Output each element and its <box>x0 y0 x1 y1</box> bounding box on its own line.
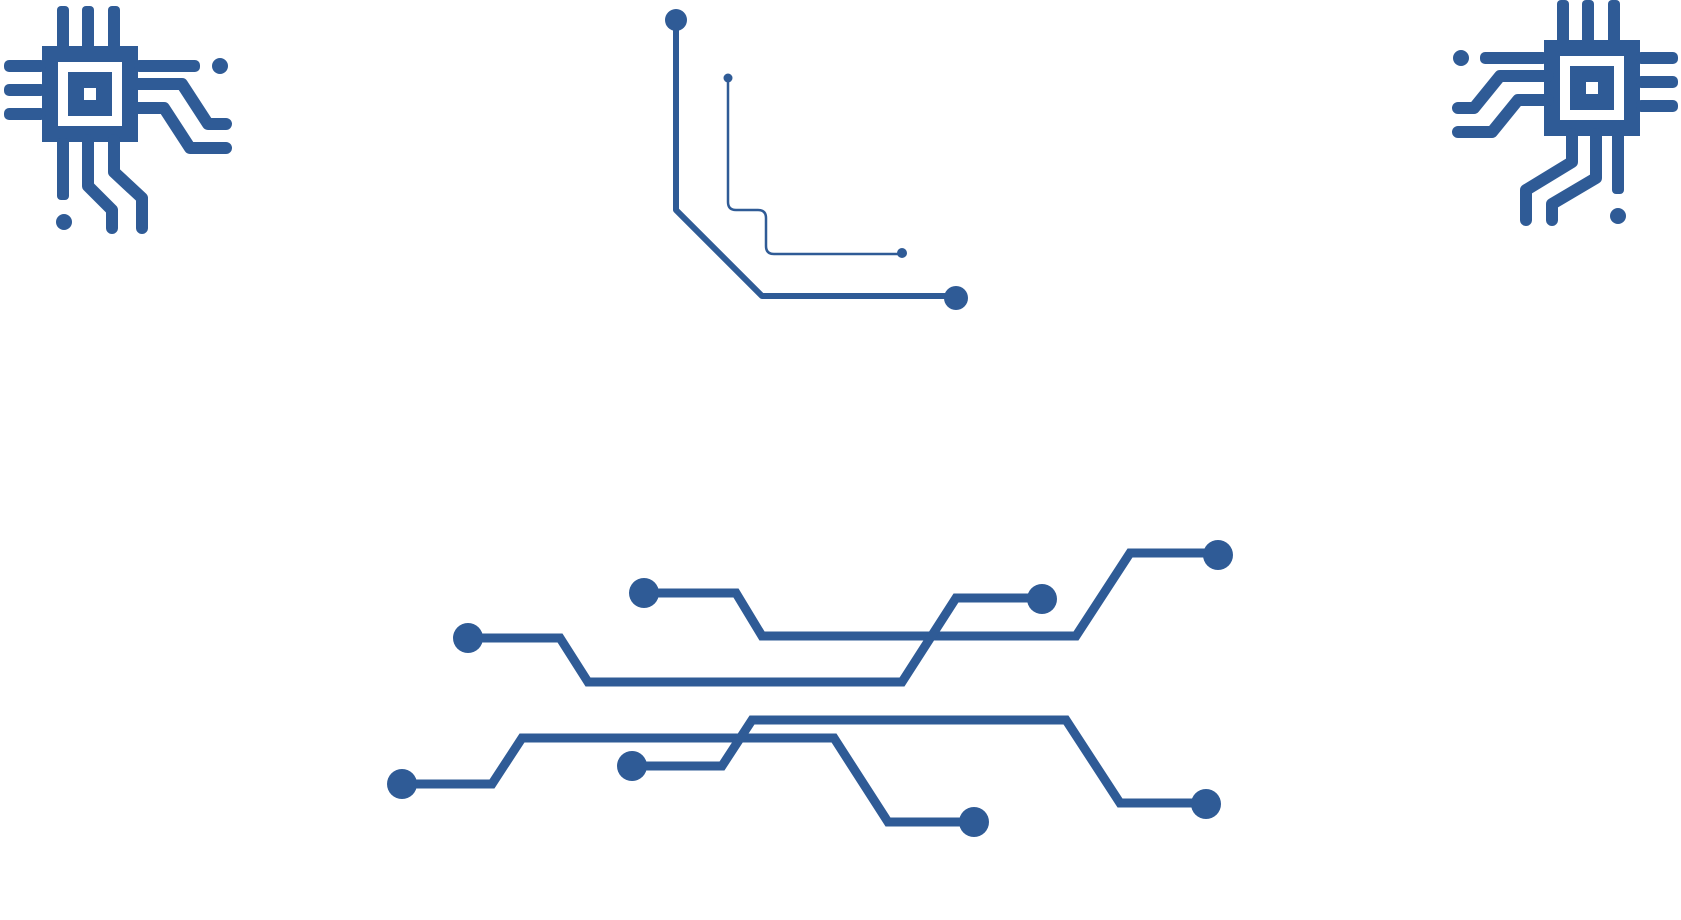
circuit-trace-cluster <box>387 540 1233 837</box>
circuit-corner-traces <box>665 9 968 310</box>
chip-icon-right <box>1452 0 1678 226</box>
chip-icon-left <box>4 6 232 234</box>
